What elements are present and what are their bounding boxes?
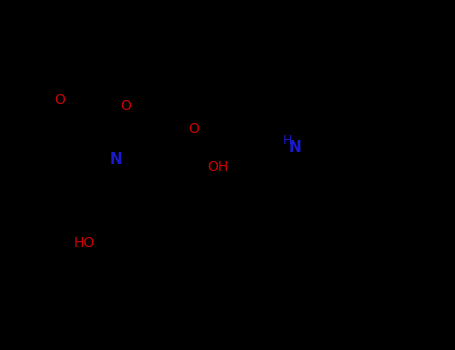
Text: HO: HO — [73, 236, 95, 250]
Text: H: H — [282, 133, 292, 147]
Text: N: N — [288, 140, 301, 155]
Text: O: O — [55, 93, 66, 107]
Text: OH: OH — [207, 160, 228, 174]
Text: O: O — [121, 99, 131, 113]
Text: N: N — [110, 153, 122, 168]
Text: O: O — [188, 122, 199, 136]
